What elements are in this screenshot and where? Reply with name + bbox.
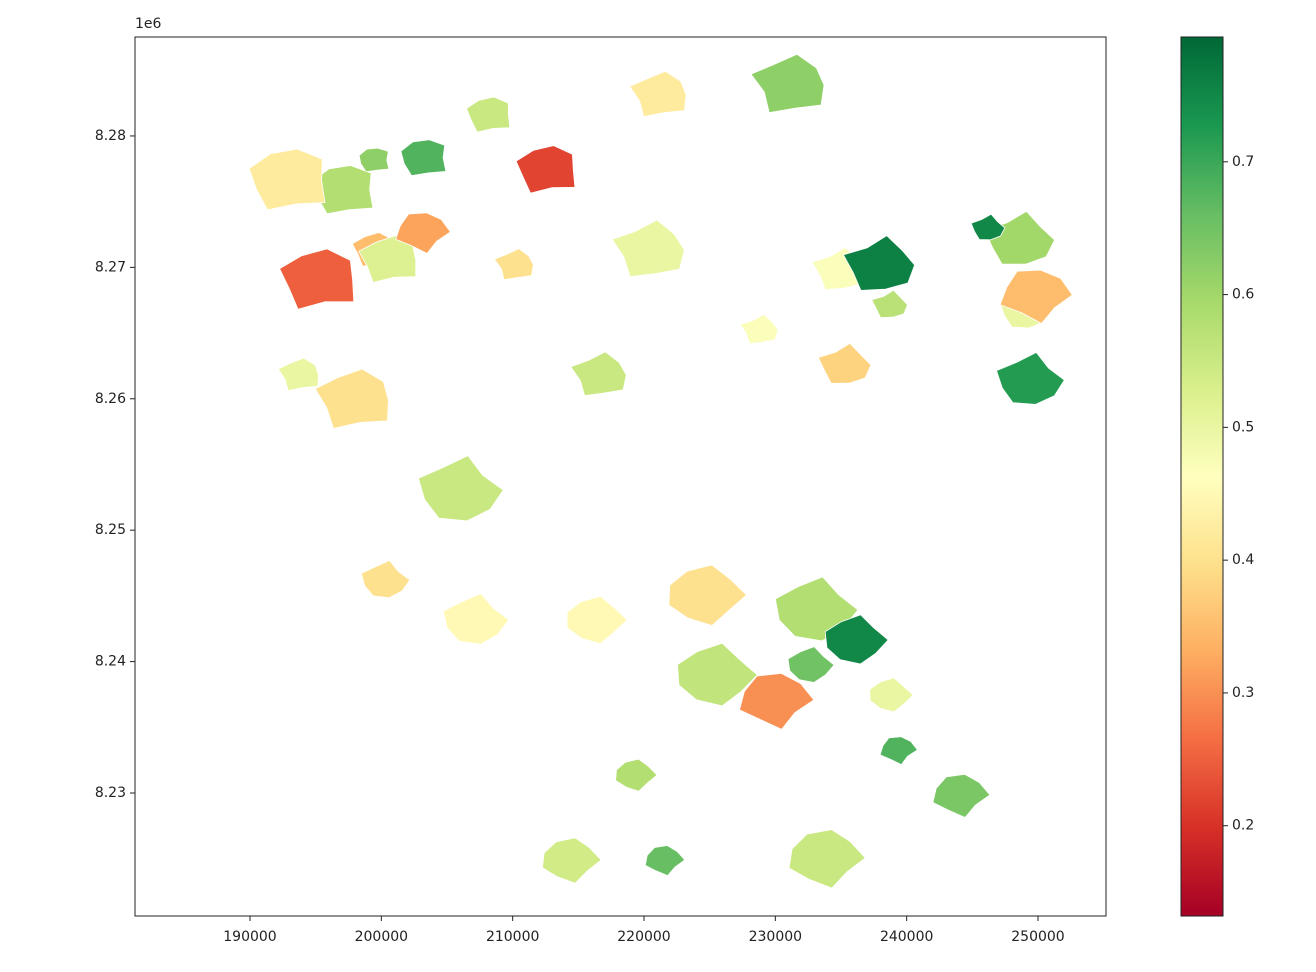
region [788, 829, 866, 889]
region [842, 235, 916, 291]
region [248, 148, 326, 211]
y-tick-label: 8.24 [95, 654, 126, 670]
x-tick-label: 230000 [749, 929, 802, 945]
colorbar-tick-label: 0.2 [1232, 818, 1254, 834]
colorbar [1180, 36, 1224, 917]
region [879, 736, 918, 766]
region [644, 845, 686, 877]
x-tick-label: 220000 [617, 929, 670, 945]
y-tick-label: 8.23 [95, 785, 126, 801]
region [824, 614, 889, 665]
region [970, 213, 1006, 241]
region [787, 646, 835, 683]
colorbar-tick-label: 0.7 [1232, 154, 1254, 170]
plot-frame [134, 36, 1107, 917]
y-offset-label: 1e6 [135, 16, 162, 32]
region [668, 564, 747, 626]
region [739, 672, 815, 730]
region [493, 248, 534, 281]
region [570, 351, 627, 397]
colorbar-tick-label: 0.5 [1232, 419, 1254, 435]
region [277, 357, 319, 392]
region [515, 145, 576, 194]
colorbar-tick-label: 0.4 [1232, 552, 1254, 568]
region [932, 773, 991, 818]
region [360, 559, 411, 599]
region [871, 289, 908, 319]
region [541, 837, 602, 884]
region [996, 351, 1065, 405]
region [358, 147, 390, 173]
region [750, 53, 825, 114]
colorbar-tick-label: 0.6 [1232, 287, 1254, 303]
x-tick-label: 210000 [486, 929, 539, 945]
region [611, 219, 685, 278]
region [615, 758, 658, 792]
region [400, 139, 447, 177]
region [314, 368, 389, 429]
y-tick-label: 8.25 [95, 522, 126, 538]
y-tick-label: 8.26 [95, 391, 126, 407]
region [566, 595, 628, 645]
region [442, 593, 510, 645]
x-tick-label: 250000 [1011, 929, 1064, 945]
region [279, 248, 355, 310]
region [417, 455, 504, 522]
region [628, 70, 687, 118]
x-tick-label: 190000 [223, 929, 276, 945]
x-tick-label: 240000 [880, 929, 933, 945]
region [999, 269, 1073, 325]
region [869, 677, 914, 713]
y-tick-label: 8.27 [95, 259, 126, 275]
region [817, 342, 872, 384]
y-tick-label: 8.28 [95, 128, 126, 144]
region [739, 313, 779, 345]
colorbar-tick-label: 0.3 [1232, 685, 1254, 701]
region [395, 212, 451, 255]
region [677, 642, 758, 707]
region [466, 96, 511, 133]
x-tick-label: 200000 [355, 929, 408, 945]
